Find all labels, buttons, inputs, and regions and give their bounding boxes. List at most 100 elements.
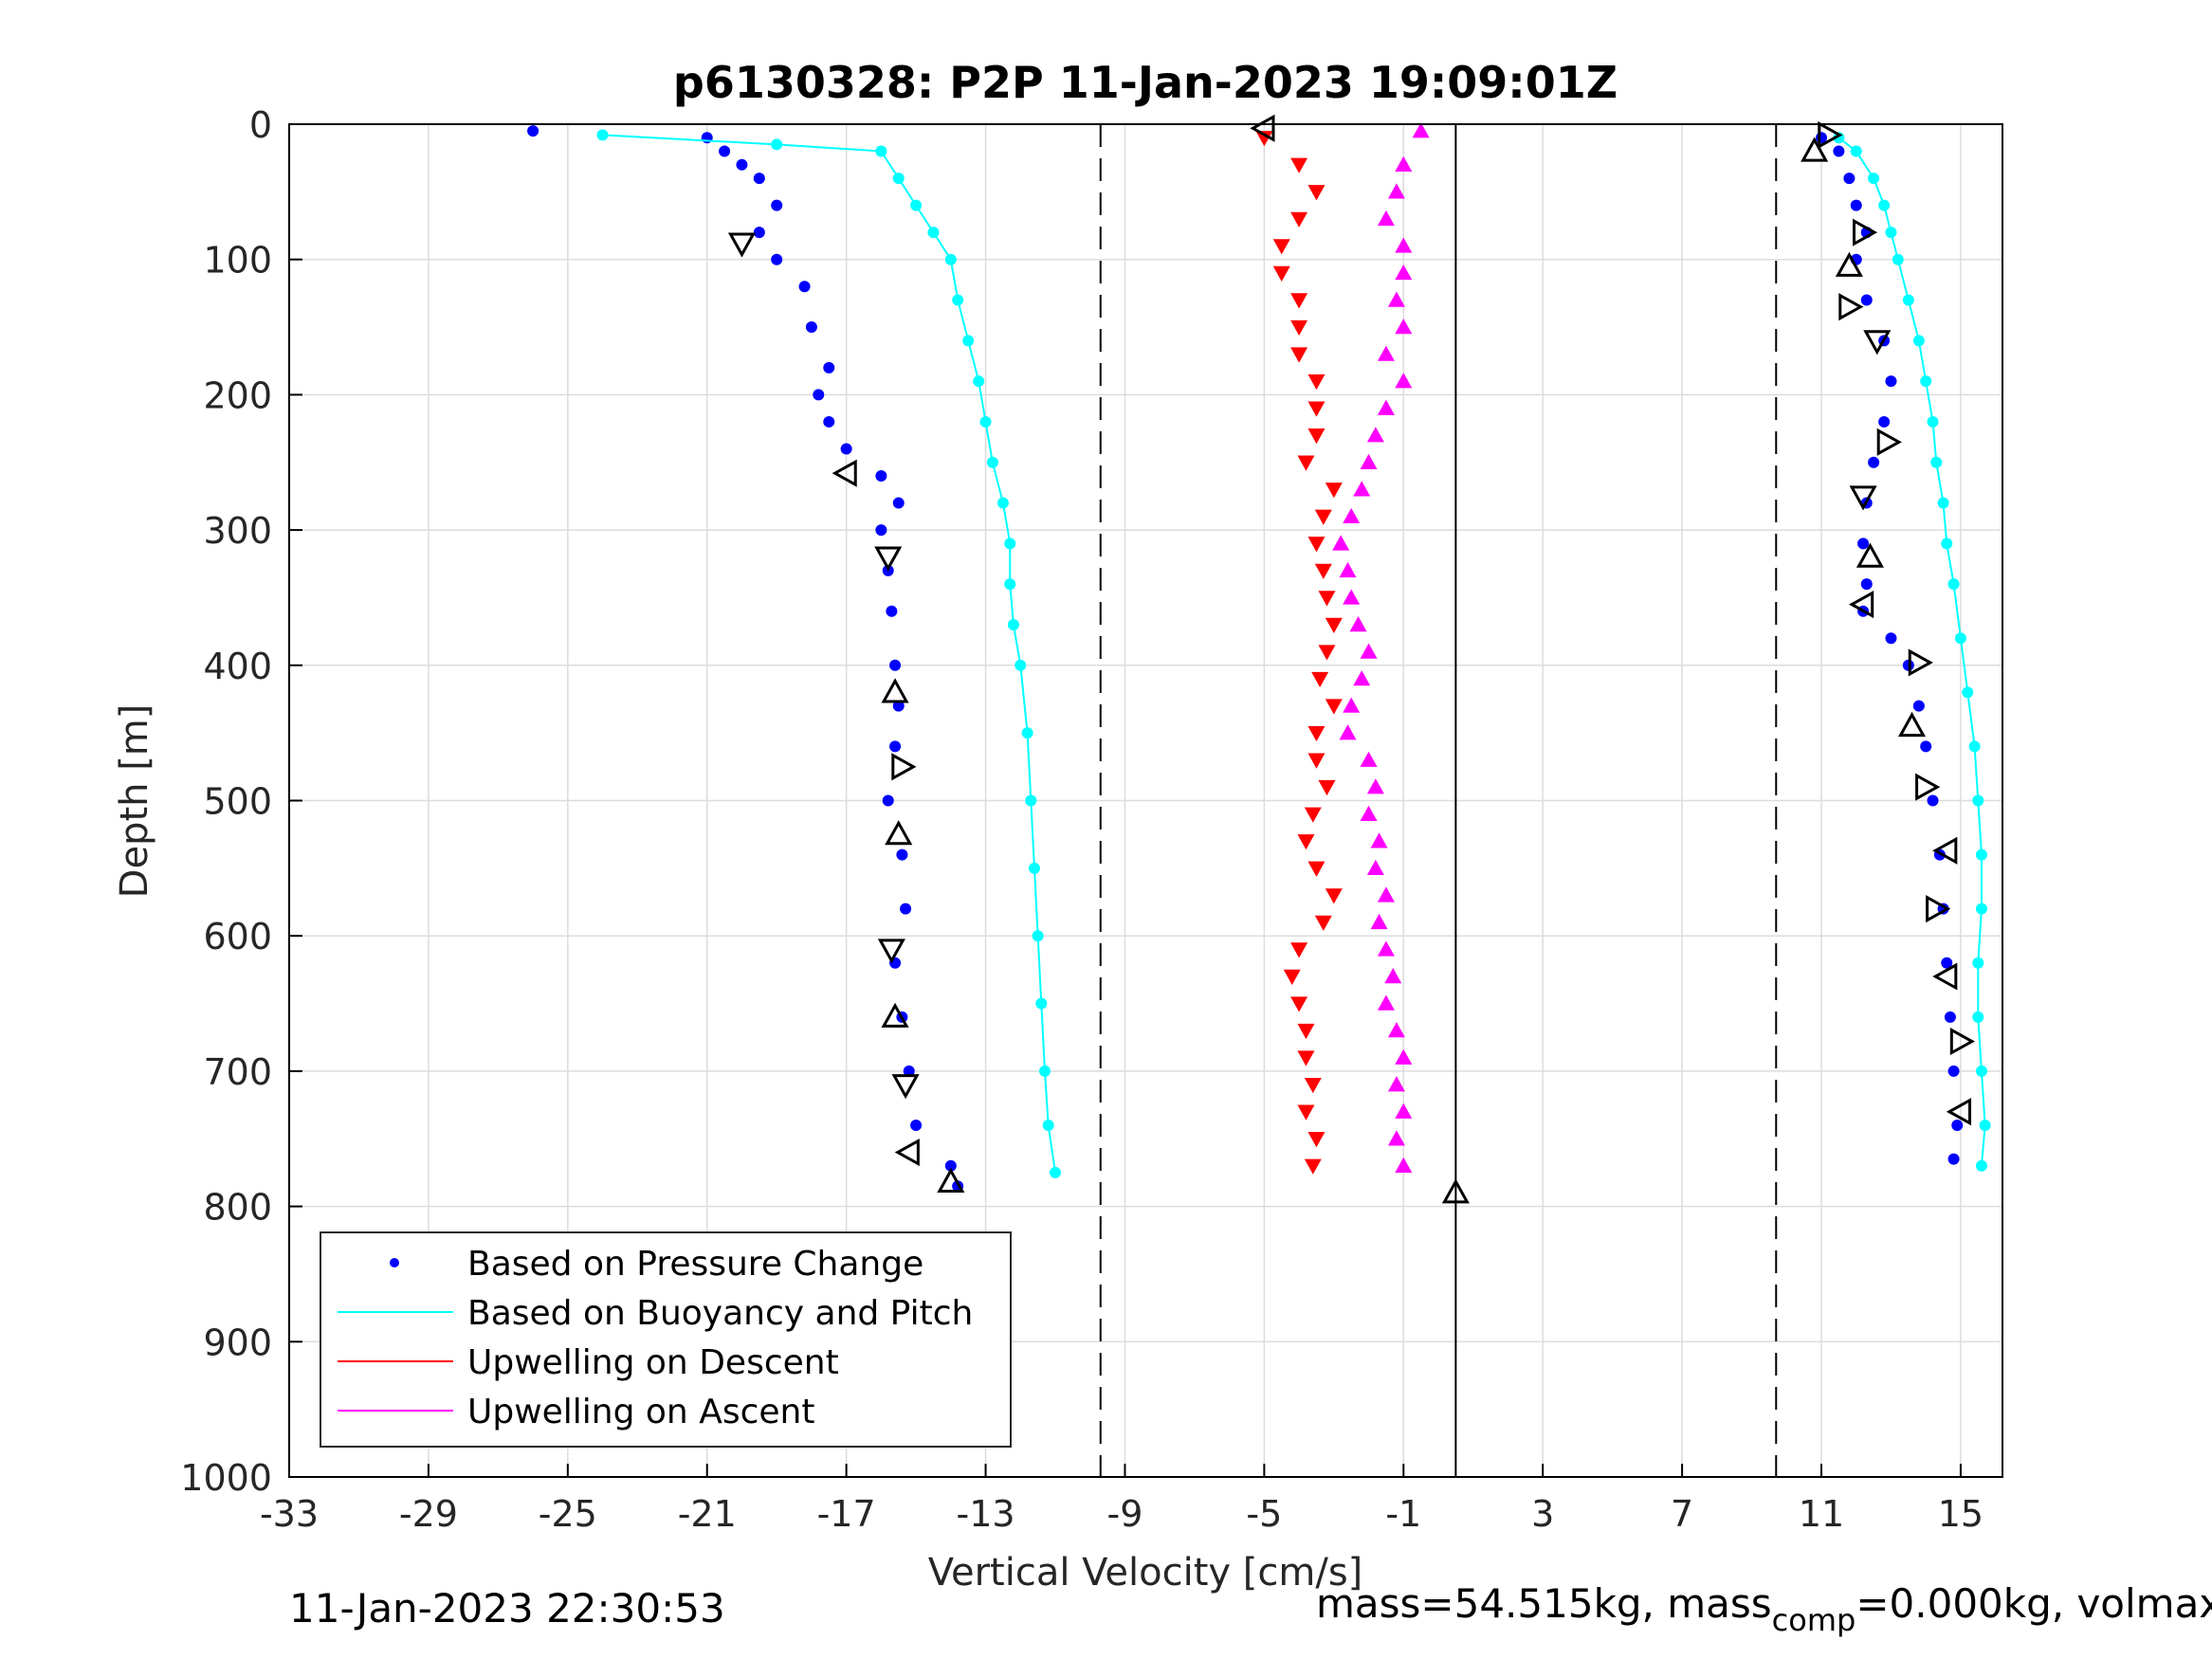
triangle-marker <box>1926 895 1951 923</box>
data-point <box>1395 1048 1413 1065</box>
y-tick-label: 300 <box>203 510 272 552</box>
data-point <box>1395 237 1413 253</box>
data-point <box>1962 686 1974 699</box>
data-point <box>1307 428 1325 445</box>
legend-label: Upwelling on Ascent <box>467 1393 814 1431</box>
data-point <box>1395 1103 1413 1119</box>
triangle-marker <box>1250 114 1275 142</box>
data-point <box>1944 1011 1956 1023</box>
data-point <box>1968 740 1981 753</box>
y-tick-label: 100 <box>203 240 272 282</box>
data-point <box>1318 591 1336 607</box>
data-point <box>1395 373 1413 389</box>
data-point <box>903 1065 915 1077</box>
data-point <box>962 335 975 347</box>
data-point <box>1947 1065 1960 1077</box>
data-point <box>1007 618 1019 630</box>
triangle-marker <box>832 459 857 487</box>
data-point <box>1377 886 1395 902</box>
data-point <box>1868 456 1880 468</box>
triangle-marker <box>874 546 903 572</box>
data-point <box>1042 1119 1054 1131</box>
legend-label: Based on Pressure Change <box>467 1245 923 1284</box>
x-tick-label: 7 <box>1671 1493 1693 1535</box>
data-point <box>1360 805 1378 821</box>
data-point <box>1387 1076 1405 1092</box>
data-point <box>886 605 898 617</box>
x-tick-label: -17 <box>817 1493 876 1535</box>
data-point <box>1325 617 1343 633</box>
data-point <box>719 145 731 157</box>
series-triangle-up <box>1332 122 1430 1173</box>
triangle-marker <box>1849 591 1874 619</box>
triangle-marker <box>1856 542 1884 568</box>
data-point <box>1387 1130 1405 1146</box>
data-point <box>1395 1157 1413 1173</box>
data-point <box>1951 1119 1964 1131</box>
data-point <box>1307 185 1325 201</box>
data-point <box>1860 294 1873 306</box>
data-point <box>889 659 902 671</box>
triangle-marker <box>1863 330 1892 356</box>
legend-swatch <box>390 1258 399 1267</box>
data-point <box>1850 145 1862 157</box>
data-point <box>1290 211 1308 228</box>
data-point <box>1941 538 1953 550</box>
data-point <box>840 443 852 455</box>
data-point <box>1366 859 1384 876</box>
data-point <box>1395 155 1413 173</box>
data-point <box>896 848 908 861</box>
data-point <box>1912 700 1925 712</box>
data-point <box>596 129 609 141</box>
data-point <box>1360 751 1378 767</box>
triangle-marker <box>1932 836 1958 865</box>
data-point <box>892 497 905 509</box>
axis-ticks: -33 -29 -25 -21 -17 -13 -9 -5 -1 3 7 11 150100200300… <box>180 104 1983 1535</box>
data-point <box>1325 888 1343 904</box>
data-point <box>1878 199 1891 211</box>
data-point <box>1307 725 1325 742</box>
data-point <box>1339 561 1357 578</box>
data-point <box>798 281 811 293</box>
data-point <box>1325 483 1343 499</box>
data-point <box>1850 199 1862 211</box>
data-point <box>1930 456 1943 468</box>
data-point <box>1297 834 1315 850</box>
triangle-marker <box>881 678 909 703</box>
triangle-marker <box>1949 1027 1976 1056</box>
triangle-marker <box>891 753 917 781</box>
data-point <box>1311 671 1329 688</box>
data-point <box>1975 848 1987 861</box>
data-point <box>1272 265 1290 282</box>
data-point <box>771 199 783 211</box>
data-point <box>875 524 887 537</box>
triangle-marker <box>1897 711 1927 738</box>
data-point <box>1297 1104 1315 1121</box>
data-point <box>823 415 835 428</box>
y-tick-label: 600 <box>203 916 272 957</box>
y-tick-label: 0 <box>249 104 272 146</box>
data-point <box>771 253 783 265</box>
legend: Based on Pressure Change Based on Buoyanc… <box>320 1231 1012 1448</box>
triangle-marker <box>937 1167 965 1194</box>
data-point <box>875 145 887 157</box>
data-point <box>892 173 905 185</box>
footer-mass-prefix: mass=54.515kg, mass <box>1316 1580 1772 1627</box>
data-point <box>952 294 964 306</box>
data-point <box>736 158 748 171</box>
x-tick-label: -13 <box>957 1493 1015 1535</box>
data-point <box>1377 210 1395 227</box>
triangle-marker <box>1908 648 1933 677</box>
x-tick-label: -25 <box>539 1493 597 1535</box>
data-point <box>996 497 1009 509</box>
x-tick-label: -29 <box>399 1493 458 1535</box>
reference-lines <box>1099 124 1778 1477</box>
data-point <box>1325 699 1343 715</box>
data-point <box>979 415 992 428</box>
triangle-marker <box>1849 485 1877 511</box>
data-point <box>1892 253 1904 265</box>
data-point <box>889 740 902 753</box>
data-point <box>813 389 825 401</box>
data-point <box>1343 507 1361 524</box>
